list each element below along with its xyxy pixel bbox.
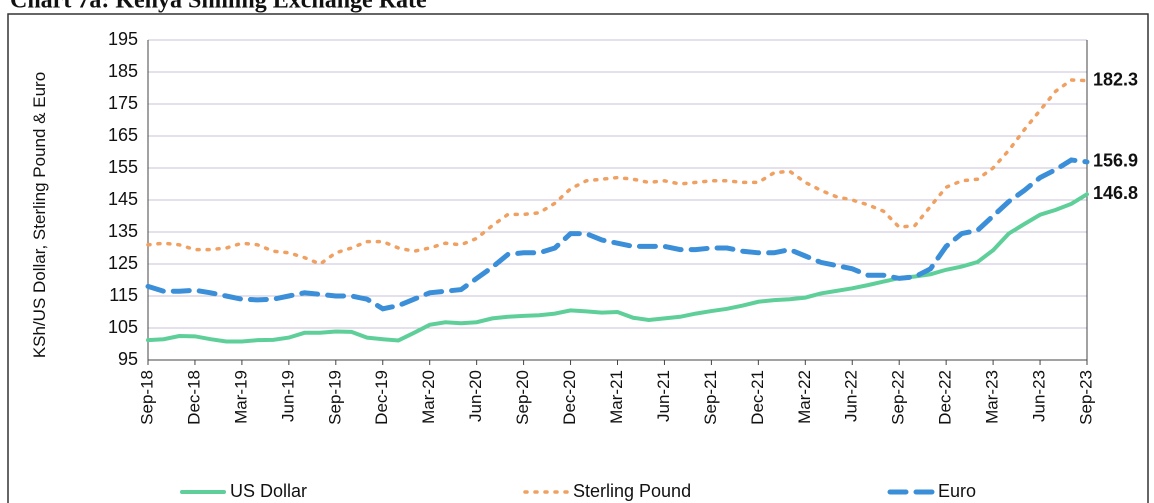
y-tick-label: 115	[109, 285, 138, 305]
legend-label: US Dollar	[230, 481, 307, 501]
x-tick-label: Jun-20	[466, 370, 485, 422]
x-tick-label: Sep-18	[137, 370, 156, 425]
y-tick-label: 195	[108, 29, 138, 49]
y-tick-label: 125	[108, 253, 138, 273]
x-tick-label: Mar-22	[795, 370, 814, 424]
y-tick-label: 155	[108, 157, 138, 177]
chart-title: Chart 7a: Kenya Shilling Exchange Rate	[10, 0, 427, 14]
legend-label: Euro	[938, 481, 976, 501]
x-tick-label: Sep-21	[701, 370, 720, 425]
legend-label: Sterling Pound	[573, 481, 691, 501]
x-tick-label: Sep-22	[889, 370, 908, 425]
x-tick-label: Jun-21	[654, 370, 673, 422]
end-value-label: 156.9	[1093, 151, 1138, 171]
y-tick-label: 175	[108, 93, 138, 113]
x-tick-label: Sep-19	[325, 370, 344, 425]
x-tick-label: Sep-20	[513, 370, 532, 425]
y-axis-label: KSh/US Dollar, Sterling Pound & Euro	[30, 71, 49, 359]
x-tick-label: Dec-19	[372, 370, 391, 425]
x-tick-label: Jun-23	[1030, 370, 1049, 422]
frame	[7, 13, 1149, 503]
end-value-label: 182.3	[1093, 69, 1138, 89]
x-tick-label: Dec-20	[560, 370, 579, 425]
y-tick-label: 135	[108, 221, 138, 241]
y-tick-label: 185	[108, 61, 138, 81]
x-tick-label: Sep-23	[1076, 370, 1095, 425]
x-tick-label: Dec-18	[184, 370, 203, 425]
y-tick-label: 165	[108, 125, 138, 145]
x-tick-label: Mar-21	[607, 370, 626, 424]
end-value-label: 146.8	[1093, 183, 1138, 203]
y-tick-label: 105	[108, 317, 138, 337]
x-tick-label: Dec-21	[748, 370, 767, 425]
series-line	[146, 78, 1089, 266]
x-tick-label: Jun-19	[278, 370, 297, 422]
y-tick-label: 95	[118, 349, 138, 369]
x-tick-label: Jun-22	[842, 370, 861, 422]
series-line	[145, 157, 1090, 312]
x-tick-label: Mar-23	[983, 370, 1002, 424]
x-tick-label: Mar-20	[419, 370, 438, 424]
x-tick-label: Mar-19	[231, 370, 250, 424]
y-tick-label: 145	[108, 189, 138, 209]
series-line	[146, 192, 1089, 344]
x-tick-label: Dec-22	[936, 370, 955, 425]
